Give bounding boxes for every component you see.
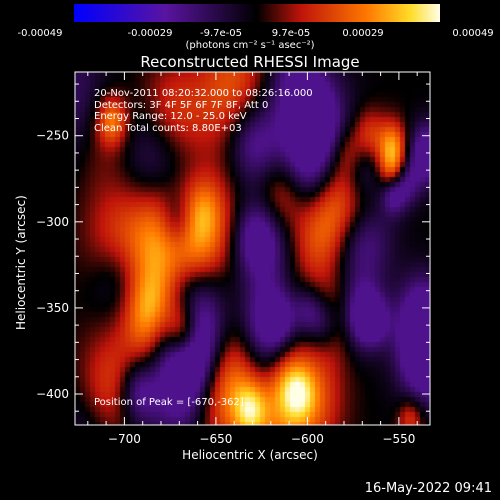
colorbar-tick-1: -0.00029	[127, 28, 173, 39]
annotation-clean-counts: Clean Total counts: 8.80E+03	[94, 122, 242, 134]
annotation-detectors: Detectors: 3F 4F 5F 6F 7F 8F, Att 0	[94, 99, 269, 111]
annotation-block: 20-Nov-2011 08:20:32.000 to 08:26:16.000…	[94, 88, 313, 134]
x-tick-label: −550	[382, 432, 415, 446]
colorbar-tick-2: -9.7e-05	[200, 28, 242, 39]
x-axis-label: Heliocentric X (arcsec)	[182, 448, 318, 462]
peak-position-label: Position of Peak = [-670,-362]	[94, 397, 244, 408]
timestamp: 16-May-2022 09:41	[364, 481, 492, 496]
colorbar-units: (photons cm⁻² s⁻¹ asec⁻²)	[185, 40, 315, 51]
x-tick-label: −700	[108, 432, 141, 446]
annotation-time-range: 20-Nov-2011 08:20:32.000 to 08:26:16.000	[94, 88, 313, 99]
y-axis-label: Heliocentric Y (arcsec)	[14, 195, 28, 330]
chart-title: Reconstructed RHESSI Image	[140, 53, 360, 71]
colorbar-tick-0: -0.00049	[17, 28, 63, 39]
x-tick-label: −650	[199, 432, 232, 446]
heatmap-image	[75, 72, 430, 425]
y-tick-label: −250	[36, 129, 69, 143]
colorbar-tick-5: 0.00049	[452, 28, 494, 39]
y-tick-label: −400	[36, 387, 69, 401]
y-tick-label: −350	[36, 301, 69, 315]
colorbar-tick-4: 0.00029	[342, 28, 384, 39]
annotation-energy-range: Energy Range: 12.0 - 25.0 keV	[94, 111, 247, 122]
colorbar-tick-3: 9.7e-05	[271, 28, 311, 39]
colorbar-gradient	[74, 4, 440, 22]
x-tick-label: −600	[291, 432, 324, 446]
y-tick-label: −300	[36, 215, 69, 229]
